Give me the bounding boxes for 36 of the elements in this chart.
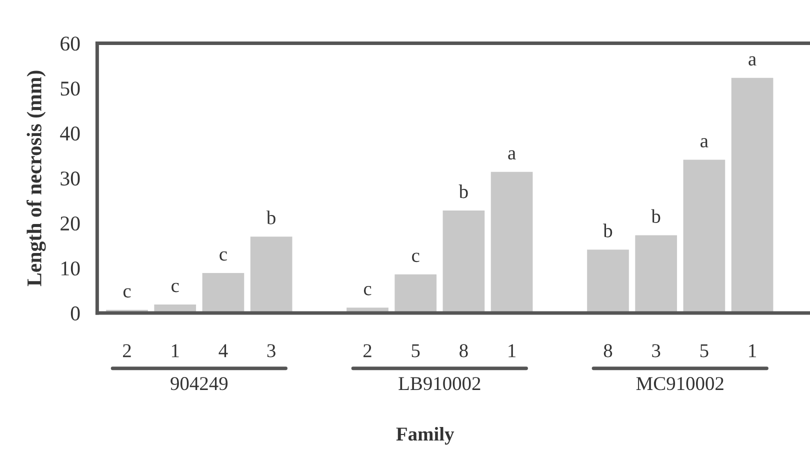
x-axis-title: Family: [396, 426, 454, 445]
x-tick-label: 8: [604, 344, 612, 358]
y-tick-label: 50: [60, 82, 80, 96]
data-label: c: [172, 282, 179, 292]
x-tick-label: 3: [652, 344, 660, 358]
x-tick-label: 3: [267, 344, 276, 358]
text: LB910002: [398, 377, 480, 390]
data-label: c: [220, 251, 227, 261]
data-label: a: [700, 138, 708, 148]
x-tick-label: 5: [412, 344, 420, 358]
x-tick-label: 1: [749, 344, 756, 358]
data-label: a: [508, 150, 516, 160]
y-tick-label: 60: [60, 36, 80, 51]
y-tick-label: 20: [60, 216, 80, 231]
data-label: b: [651, 209, 660, 223]
data-label: c: [412, 252, 420, 262]
x-tick-label: 5: [700, 344, 708, 358]
y-tick-label: 30: [60, 172, 80, 186]
x-tick-label: 1: [172, 344, 179, 358]
data-label: b: [458, 184, 468, 198]
data-label: b: [266, 210, 276, 224]
y-tick-label: 0: [70, 306, 80, 320]
y-axis-title: Length of necrosis (mm): [26, 70, 46, 286]
y-tick-label: 10: [62, 261, 80, 276]
data-label: b: [603, 224, 612, 238]
data-label: c: [364, 286, 372, 296]
x-tick-label: 8: [460, 344, 468, 358]
y-tick-label: 40: [60, 126, 80, 141]
text: 904249: [170, 377, 228, 390]
data-label: a: [748, 56, 756, 66]
text: MC910002: [636, 377, 724, 390]
x-tick-label: 4: [218, 344, 228, 358]
x-tick-label: 2: [364, 344, 372, 358]
data-label: c: [123, 288, 131, 298]
x-tick-label: 1: [508, 344, 516, 358]
x-tick-label: 2: [123, 344, 131, 358]
